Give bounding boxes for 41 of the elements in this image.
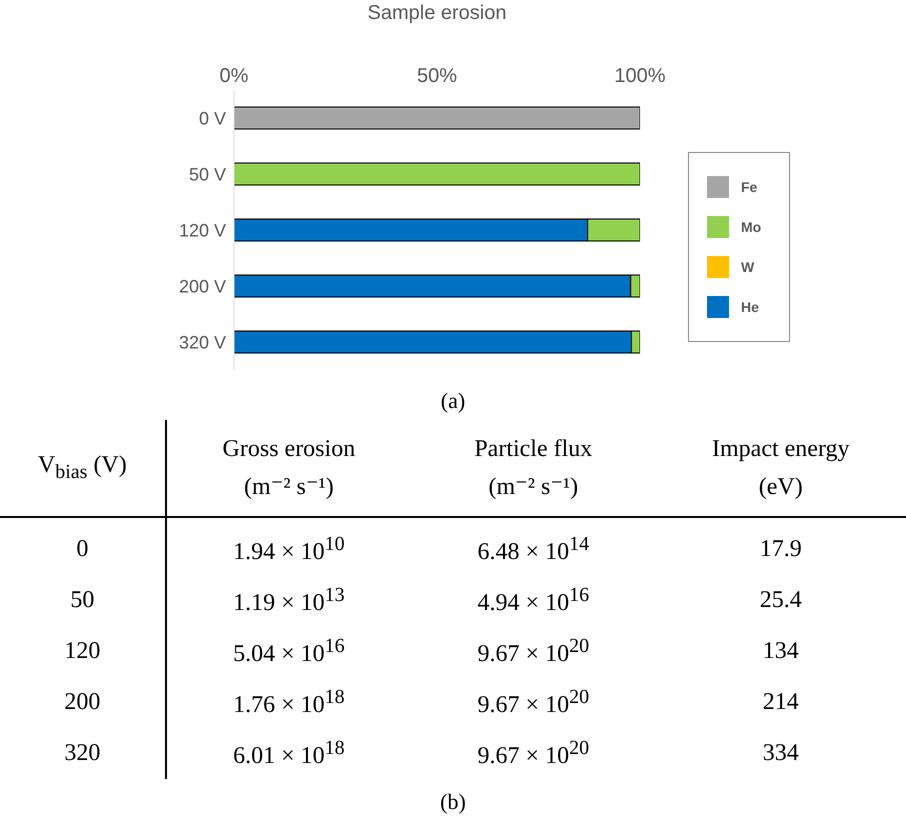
- text: 6.01 × 10$^{18}$: [233, 736, 345, 768]
- text: 25.4: [760, 586, 802, 612]
- x-tick-label: 50%: [416, 65, 458, 87]
- text: (b): [439, 789, 467, 815]
- text: 4.94 × 10$^{16}$: [478, 584, 590, 616]
- text: 50: [70, 586, 94, 612]
- text: 134: [762, 638, 799, 664]
- text: 334: [762, 740, 799, 766]
- y-tick-label: 0 V: [198, 108, 226, 128]
- y-tick-label: 320 V: [178, 332, 226, 352]
- x-tick-label: 100%: [614, 65, 666, 87]
- category-label: Particle flux (m⁻² s⁻¹): [411, 420, 656, 517]
- category-label: Gross erosion (m⁻² s⁻¹): [166, 420, 412, 517]
- text: 5.04 × 10$^{16}$: [233, 634, 345, 666]
- legend-label: W: [741, 259, 754, 275]
- text: 200: [64, 688, 100, 714]
- text: 9.67 × 10$^{20}$: [478, 736, 590, 768]
- text: (a): [440, 388, 466, 414]
- legend-label: He: [741, 299, 759, 315]
- text: 0: [76, 536, 88, 562]
- text: 1.76 × 10$^{18}$: [233, 686, 345, 718]
- bar: [234, 162, 640, 186]
- text: 9.67 × 10$^{20}$: [478, 686, 590, 718]
- text: 6.48 × 10$^{14}$: [478, 532, 590, 564]
- x-tick-label: 0%: [220, 65, 249, 87]
- x-axis-title: Sample erosion: [366, 2, 508, 25]
- text: 1.94 × 10$^{10}$: [233, 532, 345, 564]
- category-label: Impact energy (eV): [656, 420, 906, 517]
- legend-label: Fe: [741, 179, 758, 195]
- bar: [234, 106, 640, 130]
- text: 17.9: [760, 536, 802, 562]
- text: 1.19 × 10$^{13}$: [233, 584, 345, 616]
- text: 320: [64, 740, 100, 766]
- y-tick-label: 50 V: [188, 164, 226, 184]
- y-tick-label: 120 V: [178, 220, 226, 240]
- y-tick-label: 200 V: [178, 276, 226, 296]
- category-label: V$_{bias}$ (V): [0, 420, 166, 517]
- text: 120: [64, 638, 100, 664]
- text: 9.67 × 10$^{20}$: [478, 634, 590, 666]
- legend-label: Mo: [741, 219, 762, 235]
- text: 214: [762, 688, 799, 714]
